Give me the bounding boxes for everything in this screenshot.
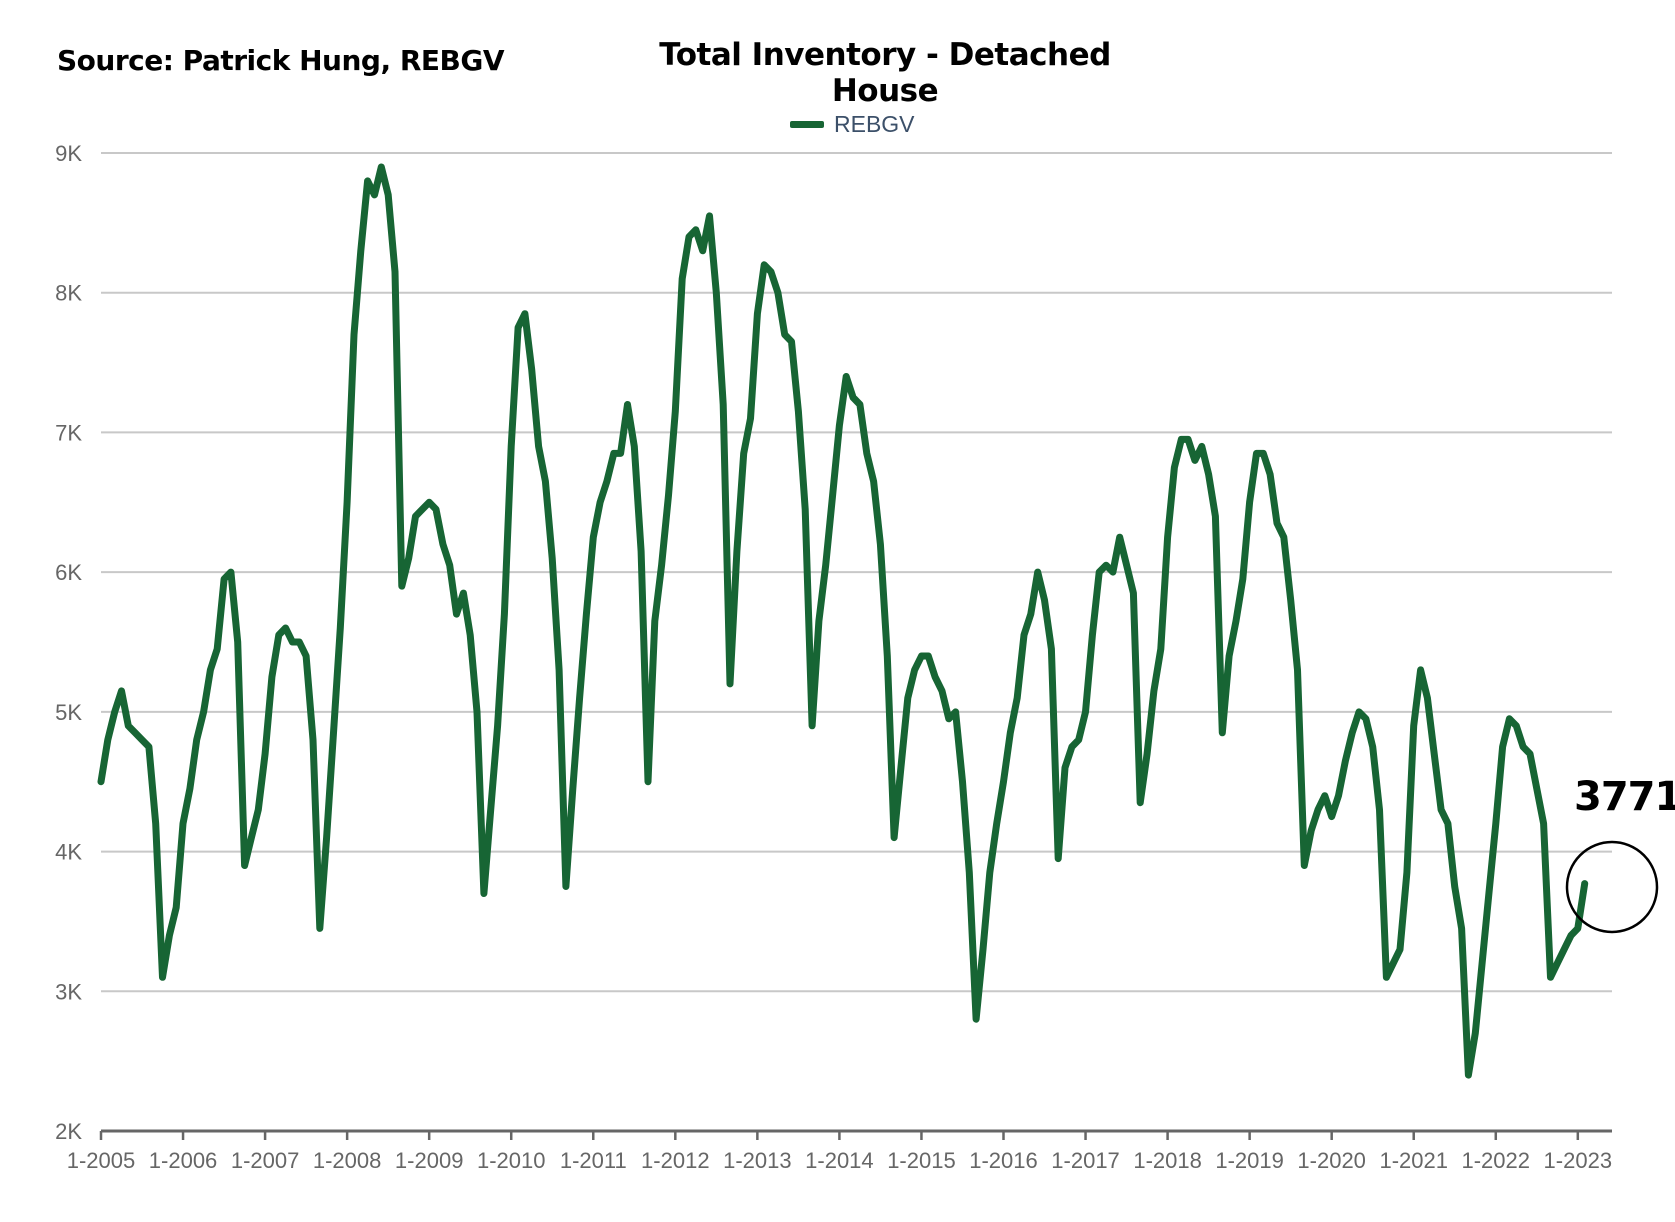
x-tick-label: 1-2017 (1051, 1148, 1120, 1173)
x-tick-label: 1-2023 (1544, 1148, 1613, 1173)
series-layer (97, 163, 1589, 1079)
x-tick-label: 1-2010 (477, 1148, 546, 1173)
x-tick-label: 1-2015 (887, 1148, 956, 1173)
x-tick-label: 1-2018 (1133, 1148, 1202, 1173)
x-tick-label: 1-2020 (1297, 1148, 1366, 1173)
y-tick-label: 8K (55, 281, 82, 306)
series-line-rebgv[interactable] (97, 163, 1589, 1079)
x-tick-label: 1-2005 (67, 1148, 136, 1173)
y-tick-label: 6K (55, 560, 82, 585)
chart-title: Total Inventory - Detached House (659, 37, 1111, 109)
legend[interactable]: REBGV (790, 111, 915, 138)
x-tick-label: 1-2014 (805, 1148, 874, 1173)
last-value-annotation: 3771 (1574, 774, 1675, 820)
y-tick-label: 5K (55, 700, 82, 725)
x-tick-label: 1-2022 (1462, 1148, 1531, 1173)
x-tick-label: 1-2013 (723, 1148, 792, 1173)
x-tick-label: 1-2012 (641, 1148, 710, 1173)
legend-label: REBGV (834, 111, 915, 137)
y-tick-label: 3K (55, 979, 82, 1004)
x-tick-label: 1-2008 (313, 1148, 382, 1173)
legend-swatch (790, 121, 824, 128)
x-tick-label: 1-2006 (149, 1148, 218, 1173)
x-tick-label: 1-2016 (969, 1148, 1038, 1173)
y-tick-label: 7K (55, 420, 82, 445)
x-tick-label: 1-2011 (560, 1148, 627, 1173)
y-tick-label: 2K (55, 1119, 82, 1144)
x-tick-label: 1-2009 (395, 1148, 464, 1173)
y-axis-ticks: 2K 3K 4K 5K 6K 7K 8K 9K (55, 141, 82, 1144)
x-tick-label: 1-2019 (1215, 1148, 1284, 1173)
highlight-circle (1565, 840, 1659, 934)
y-tick-label: 9K (55, 141, 82, 166)
x-axis: 1-2005 1-2006 1-2007 1-2008 1-2009 1-2010 1-20… (67, 1129, 1613, 1173)
y-tick-label: 4K (55, 840, 82, 865)
source-note: Source: Patrick Hung, REBGV (57, 44, 505, 77)
x-tick-label: 1-2021 (1379, 1148, 1448, 1173)
x-tick-label: 1-2007 (231, 1148, 300, 1173)
